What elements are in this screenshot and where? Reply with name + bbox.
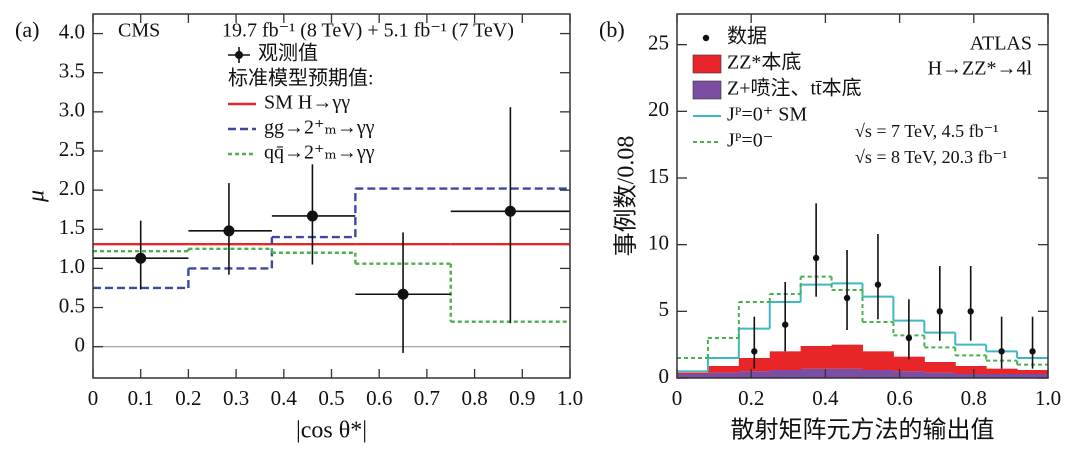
plot-frame: [676, 13, 1049, 379]
y-tick-label: 2.5: [59, 137, 85, 161]
stack-bar: [986, 368, 1018, 374]
y-tick-label: 25: [648, 30, 669, 54]
data-point: [135, 252, 147, 264]
y-tick-label: 1.5: [59, 215, 85, 239]
panel-label: (b): [599, 17, 625, 42]
stack-bar: [955, 366, 987, 374]
legend-label: Z+喷注、tt̄本底: [727, 77, 862, 100]
data-point: [967, 308, 974, 315]
x-axis-label: |cos θ*|: [296, 418, 367, 444]
legend-title: 标准模型预期值:: [228, 67, 374, 90]
energy-label: √s = 7 TeV, 4.5 fb⁻¹: [855, 121, 999, 141]
x-tick-label: 1.0: [1035, 386, 1061, 410]
y-tick-label: 0: [75, 333, 86, 357]
stack-bar: [800, 346, 833, 369]
panel-label: (a): [15, 17, 39, 42]
x-tick-label: 0.9: [509, 386, 535, 410]
x-tick-label: 0.2: [175, 386, 201, 410]
y-tick-label: 0.5: [59, 293, 85, 317]
stack-bar: [893, 371, 925, 378]
data-point: [998, 348, 1005, 355]
energy-label: √s = 8 TeV, 20.3 fb⁻¹: [855, 147, 1008, 167]
x-tick-label: 0.2: [738, 386, 764, 410]
y-axis-label: μ: [24, 190, 50, 203]
legend-marker: [702, 34, 710, 42]
y-tick-label: 2.0: [59, 176, 85, 200]
data-point: [223, 225, 235, 237]
data-point: [905, 334, 913, 342]
stack-bar: [862, 351, 894, 370]
y-tick-label: 20: [648, 97, 669, 121]
x-tick-label: 0.8: [961, 386, 987, 410]
y-tick-label: 10: [648, 230, 669, 254]
y-axis-label: 事例数/0.08: [613, 136, 640, 257]
stack-bar: [986, 374, 1018, 378]
stack-bar: [800, 368, 833, 378]
luminosity: 19.7 fb⁻¹ (8 TeV) + 5.1 fb⁻¹ (7 TeV): [222, 20, 514, 42]
legend-label: ZZ*本底: [727, 51, 801, 74]
stack-bar: [955, 374, 987, 378]
legend-label: Jᴾ=0⁻: [727, 130, 773, 152]
data-point: [936, 308, 943, 315]
stack-bar: [924, 362, 956, 373]
data-point: [751, 348, 758, 355]
x-tick-label: 0.6: [366, 386, 392, 410]
stack-bar: [769, 370, 802, 378]
legend-label: 观测值: [258, 42, 318, 65]
process: H→ZZ*→4l: [928, 58, 1033, 80]
legend-marker: [692, 54, 722, 74]
legend-marker: [235, 51, 243, 59]
data-point: [812, 254, 820, 262]
data-point: [1029, 348, 1036, 355]
x-axis-label: 散射矩阵元方法的输出值: [731, 417, 995, 444]
x-tick-label: 0.1: [128, 386, 154, 410]
data-point: [874, 281, 882, 288]
y-tick-label: 1.0: [59, 254, 85, 278]
stack-bar: [831, 368, 863, 378]
y-tick-label: 0: [659, 364, 670, 388]
stack-bar: [707, 366, 740, 373]
x-tick-label: 0.7: [414, 386, 440, 410]
x-tick-label: 0.8: [461, 386, 487, 410]
stack-bar: [893, 356, 925, 372]
data-point: [397, 288, 409, 300]
experiment: CMS: [118, 20, 160, 42]
legend-label: qq̄→2⁺ₘ→γγ: [264, 142, 375, 164]
stack-bar: [924, 372, 956, 378]
y-tick-label: 4.0: [59, 19, 85, 43]
legend-label: Jᴾ=0⁺ SM: [727, 104, 807, 126]
legend-label: 数据: [727, 25, 767, 48]
stack-bar: [769, 351, 802, 370]
x-tick-label: 0.4: [812, 386, 839, 410]
legend-label: SM H→γγ: [264, 92, 350, 114]
stack-bar: [707, 372, 740, 378]
x-tick-label: 0: [672, 386, 683, 410]
legend-marker: [692, 80, 722, 100]
stack-bar: [831, 344, 863, 369]
x-tick-label: 0: [88, 386, 99, 410]
experiment: ATLAS: [970, 33, 1032, 55]
stack-bar: [1017, 374, 1049, 378]
data-point: [504, 205, 516, 217]
y-tick-label: 5: [659, 297, 670, 321]
data-point: [843, 294, 851, 302]
x-tick-label: 0.6: [886, 386, 912, 410]
stack-bar: [1017, 370, 1049, 374]
stack-bar: [738, 371, 771, 378]
x-tick-label: 0.4: [271, 386, 298, 410]
x-tick-label: 1.0: [557, 386, 583, 410]
data-point: [782, 321, 789, 328]
y-tick-label: 3.5: [59, 59, 85, 83]
y-tick-label: 15: [648, 164, 669, 188]
stack-bar: [862, 370, 894, 378]
stack-bar: [677, 374, 709, 378]
data-point: [306, 210, 318, 222]
x-tick-label: 0.5: [318, 386, 344, 410]
stack-bar: [677, 372, 709, 374]
x-tick-label: 0.3: [223, 386, 249, 410]
y-tick-label: 3.0: [59, 98, 85, 122]
legend-label: gg→2⁺ₘ→γγ: [264, 117, 375, 139]
